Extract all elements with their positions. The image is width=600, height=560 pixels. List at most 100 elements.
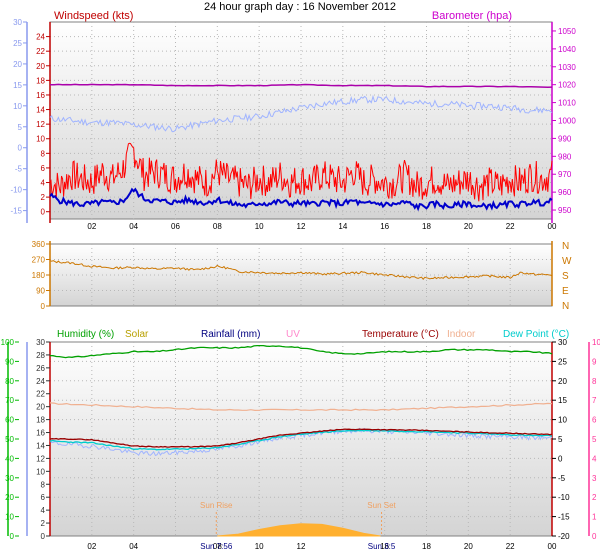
x-tick-label: 22 bbox=[506, 222, 515, 231]
x-tick-label: 18 bbox=[422, 542, 431, 551]
rainfall-label: 24 bbox=[36, 377, 45, 386]
sun-annotation: Sun Rise bbox=[200, 501, 233, 510]
legend-item: Dew Point (°C) bbox=[503, 329, 569, 340]
series-solar bbox=[217, 523, 381, 537]
wind-left-label: -10 bbox=[10, 186, 22, 195]
windspeed-axis-title: Windspeed (kts) bbox=[54, 10, 133, 22]
x-tick-label: 22 bbox=[506, 542, 515, 551]
series-humidity bbox=[49, 344, 553, 359]
x-tick-label: 16 bbox=[380, 222, 389, 231]
temperature-label: 5 bbox=[558, 435, 563, 444]
humidity-label: 80 bbox=[5, 377, 14, 386]
rainfall-label: 26 bbox=[36, 364, 45, 373]
legend-item: Indoor bbox=[447, 329, 476, 340]
uv-label: 5 bbox=[592, 435, 597, 444]
direction-label: 270 bbox=[32, 256, 46, 265]
windspeed-label: 4 bbox=[41, 179, 46, 188]
barometer-label: 1030 bbox=[558, 63, 576, 72]
rainfall-label: 4 bbox=[41, 506, 46, 515]
rainfall-label: 22 bbox=[36, 390, 45, 399]
uv-label: 9 bbox=[592, 357, 597, 366]
barometer-label: 970 bbox=[558, 170, 572, 179]
humidity-label: 20 bbox=[5, 493, 14, 502]
wind-left-label: 30 bbox=[13, 18, 22, 27]
uv-label: 2 bbox=[592, 493, 597, 502]
windspeed-label: 0 bbox=[41, 208, 46, 217]
uv-label: 8 bbox=[592, 377, 597, 386]
legend-item: Temperature (°C) bbox=[362, 329, 439, 340]
x-tick-label: 04 bbox=[129, 222, 138, 231]
wind-left-label: 0 bbox=[18, 144, 23, 153]
windspeed-label: 14 bbox=[36, 106, 45, 115]
humidity-label: 100 bbox=[1, 338, 15, 347]
uv-label: 0 bbox=[592, 532, 597, 541]
windspeed-label: 22 bbox=[36, 47, 45, 56]
uv-label: 10 bbox=[592, 338, 600, 347]
wind-left-label: 5 bbox=[18, 123, 23, 132]
uv-label: 3 bbox=[592, 474, 597, 483]
direction-label: 0 bbox=[41, 302, 46, 311]
uv-label: 7 bbox=[592, 396, 597, 405]
x-tick-label: 12 bbox=[297, 222, 306, 231]
rainfall-label: 10 bbox=[36, 467, 45, 476]
windspeed-label: 24 bbox=[36, 33, 45, 42]
windspeed-label: 10 bbox=[36, 135, 45, 144]
x-tick-label: 10 bbox=[255, 222, 264, 231]
barometer-label: 1020 bbox=[558, 81, 576, 90]
x-tick-label: 10 bbox=[255, 542, 264, 551]
uv-label: 4 bbox=[592, 454, 597, 463]
humidity-label: 40 bbox=[5, 454, 14, 463]
temperature-label: 15 bbox=[558, 396, 567, 405]
barometer-label: 1010 bbox=[558, 99, 576, 108]
humidity-label: 50 bbox=[5, 435, 14, 444]
rainfall-label: 18 bbox=[36, 416, 45, 425]
humidity-label: 90 bbox=[5, 357, 14, 366]
x-tick-label: 02 bbox=[87, 542, 96, 551]
direction-label: 360 bbox=[32, 240, 46, 249]
x-tick-label: 14 bbox=[338, 222, 347, 231]
chart-title: 24 hour graph day : 16 November 2012 bbox=[204, 1, 396, 13]
temperature-label: -5 bbox=[558, 474, 566, 483]
x-tick-label: 06 bbox=[171, 222, 180, 231]
uv-label: 6 bbox=[592, 416, 597, 425]
x-tick-label: 18 bbox=[422, 222, 431, 231]
barometer-label: 1050 bbox=[558, 27, 576, 36]
windspeed-label: 20 bbox=[36, 62, 45, 71]
series-avg-wind bbox=[49, 187, 553, 212]
barometer-label: 950 bbox=[558, 206, 572, 215]
wind-left-label: 10 bbox=[13, 102, 22, 111]
direction-panel bbox=[49, 243, 553, 307]
direction-label: 180 bbox=[32, 271, 46, 280]
windspeed-label: 8 bbox=[41, 149, 46, 158]
humidity-label: 70 bbox=[5, 396, 14, 405]
series-temperature bbox=[49, 428, 553, 448]
humidity-label: 0 bbox=[10, 532, 15, 541]
humidity-label: 60 bbox=[5, 416, 14, 425]
x-tick-label: 16 bbox=[380, 542, 389, 551]
direction-compass-label: N bbox=[562, 301, 569, 312]
x-tick-label: 20 bbox=[464, 542, 473, 551]
temperature-label: 20 bbox=[558, 377, 567, 386]
barometer-label: 960 bbox=[558, 188, 572, 197]
series-barometer bbox=[50, 83, 553, 89]
legend-item: Humidity (%) bbox=[57, 329, 114, 340]
temperature-label: -20 bbox=[558, 532, 570, 541]
barometer-label: 980 bbox=[558, 152, 572, 161]
rainfall-label: 14 bbox=[36, 441, 45, 450]
direction-compass-label: S bbox=[562, 271, 569, 282]
rainfall-label: 6 bbox=[41, 493, 46, 502]
x-tick-label: 02 bbox=[87, 222, 96, 231]
legend-item: Rainfall (mm) bbox=[201, 329, 260, 340]
barometer-label: 990 bbox=[558, 134, 572, 143]
x-tick-label: 04 bbox=[129, 542, 138, 551]
temperature-label: 25 bbox=[558, 357, 567, 366]
series-indoor bbox=[49, 402, 553, 412]
rainfall-label: 2 bbox=[41, 519, 46, 528]
direction-compass-label: N bbox=[562, 241, 569, 252]
x-tick-label: 00 bbox=[548, 222, 557, 231]
rainfall-label: 28 bbox=[36, 351, 45, 360]
rainfall-label: 16 bbox=[36, 429, 45, 438]
x-tick-label: 08 bbox=[213, 222, 222, 231]
